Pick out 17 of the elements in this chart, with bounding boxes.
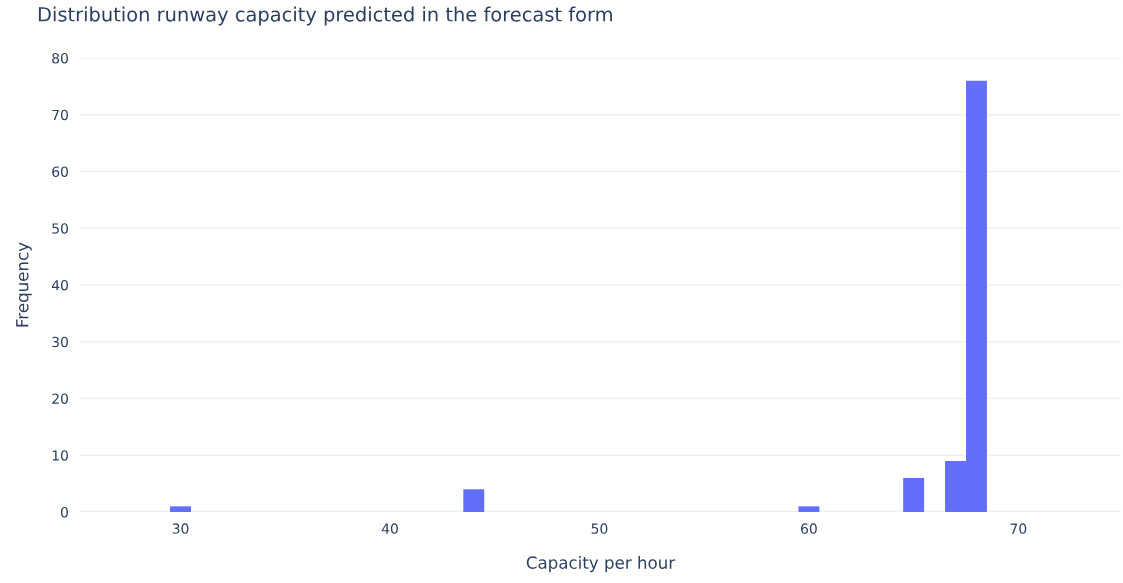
x-tick-label: 30 bbox=[172, 523, 189, 534]
y-tick-label: 60 bbox=[52, 166, 68, 177]
x-axis-title: Capacity per hour bbox=[526, 556, 676, 573]
y-tick-label: 50 bbox=[52, 223, 68, 234]
y-tick-label: 20 bbox=[52, 393, 68, 404]
y-axis-title: Frequency bbox=[16, 242, 32, 327]
y-tick-label: 70 bbox=[52, 109, 68, 121]
y-tick-label: 40 bbox=[51, 279, 68, 291]
x-tick-label: 40 bbox=[381, 523, 398, 534]
x-tick-label: 70 bbox=[1010, 523, 1027, 534]
chart-title: Distribution runway capacity predicted in the forecast form bbox=[38, 6, 612, 26]
y-tick-label: 30 bbox=[52, 336, 68, 348]
x-tick-label: 50 bbox=[591, 523, 608, 534]
y-tick-label: 80 bbox=[52, 52, 68, 64]
x-tick-label: 60 bbox=[801, 523, 817, 534]
y-tick-label: 10 bbox=[52, 450, 68, 461]
y-tick-label: 0 bbox=[60, 506, 68, 518]
